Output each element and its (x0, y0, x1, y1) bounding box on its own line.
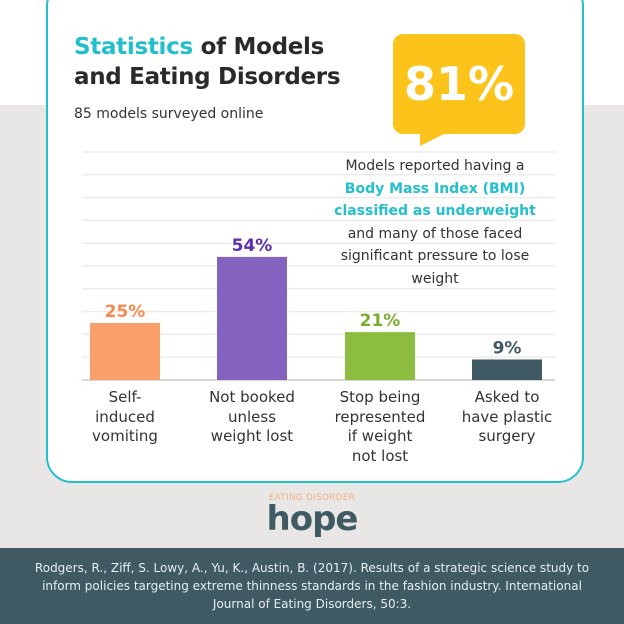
bar (472, 359, 542, 380)
subtitle: 85 models surveyed online (74, 106, 264, 122)
speech-bubble-tail (420, 132, 448, 146)
bar (90, 323, 160, 380)
data-label: 54% (232, 236, 273, 256)
logo: EATING DISORDER hope (262, 493, 362, 539)
bar (217, 256, 287, 380)
page-title: Statistics of Models and Eating Disorders (74, 32, 341, 92)
title-line2: and Eating Disorders (74, 64, 341, 90)
data-label: 9% (493, 338, 522, 358)
callout-text-before: Models reported having a (345, 158, 525, 174)
category-label: Asked to have plastic surgery (461, 388, 553, 445)
stat-callout: Models reported having a Body Mass Index… (320, 155, 550, 290)
category-label: Self- induced vomiting (92, 388, 158, 445)
title-rest: of Models (192, 34, 325, 60)
data-label: 21% (360, 311, 401, 331)
category-label: Stop being represented if weight not los… (334, 388, 426, 465)
callout-highlight-1: Body Mass Index (BMI) (344, 180, 526, 197)
category-label: Not booked unless weight lost (209, 388, 295, 445)
callout-text-after: and many of those faced significant pres… (340, 225, 530, 287)
logo-top-text: EATING DISORDER (268, 493, 356, 503)
stat-bubble: 81% (393, 34, 525, 134)
callout-highlight-2: classified as underweight (334, 203, 536, 219)
citation-footer: Rodgers, R., Ziff, S. Lowy, A., Yu, K., … (0, 548, 624, 624)
logo-main-text: hope (266, 499, 359, 539)
bar (345, 332, 415, 380)
title-accent: Statistics (74, 34, 193, 60)
data-label: 25% (105, 302, 146, 322)
